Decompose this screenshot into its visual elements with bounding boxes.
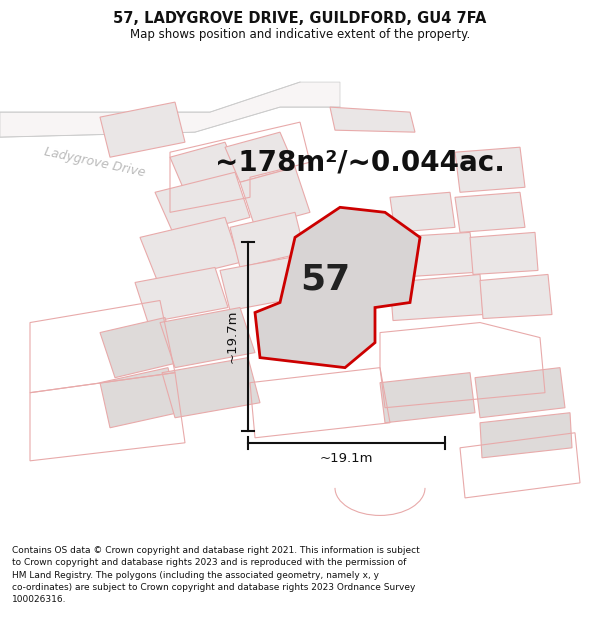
Polygon shape bbox=[390, 232, 475, 278]
Polygon shape bbox=[470, 232, 538, 274]
Polygon shape bbox=[390, 192, 455, 232]
Polygon shape bbox=[162, 357, 260, 418]
Polygon shape bbox=[155, 173, 250, 238]
Polygon shape bbox=[480, 274, 552, 319]
Polygon shape bbox=[390, 274, 483, 321]
Polygon shape bbox=[220, 258, 300, 311]
Polygon shape bbox=[330, 107, 415, 132]
Text: Contains OS data © Crown copyright and database right 2021. This information is : Contains OS data © Crown copyright and d… bbox=[12, 546, 420, 604]
Polygon shape bbox=[380, 372, 475, 423]
Polygon shape bbox=[0, 82, 340, 137]
Polygon shape bbox=[100, 102, 185, 158]
Polygon shape bbox=[230, 213, 305, 268]
Text: ~19.7m: ~19.7m bbox=[226, 310, 239, 363]
Polygon shape bbox=[255, 208, 420, 368]
Polygon shape bbox=[225, 132, 295, 182]
Text: ~178m²/~0.044ac.: ~178m²/~0.044ac. bbox=[215, 148, 505, 176]
Polygon shape bbox=[455, 148, 525, 192]
Polygon shape bbox=[240, 168, 310, 228]
Polygon shape bbox=[455, 192, 525, 232]
Polygon shape bbox=[475, 368, 565, 418]
Polygon shape bbox=[160, 308, 255, 368]
Polygon shape bbox=[140, 217, 240, 282]
Text: 57: 57 bbox=[300, 262, 350, 297]
Polygon shape bbox=[100, 368, 178, 428]
Polygon shape bbox=[170, 142, 240, 192]
Text: 57, LADYGROVE DRIVE, GUILDFORD, GU4 7FA: 57, LADYGROVE DRIVE, GUILDFORD, GU4 7FA bbox=[113, 11, 487, 26]
Polygon shape bbox=[100, 318, 178, 378]
Polygon shape bbox=[480, 412, 572, 458]
Text: Map shows position and indicative extent of the property.: Map shows position and indicative extent… bbox=[130, 28, 470, 41]
Text: Ladygrove Drive: Ladygrove Drive bbox=[43, 145, 147, 179]
Polygon shape bbox=[135, 268, 228, 322]
Text: ~19.1m: ~19.1m bbox=[320, 452, 373, 466]
